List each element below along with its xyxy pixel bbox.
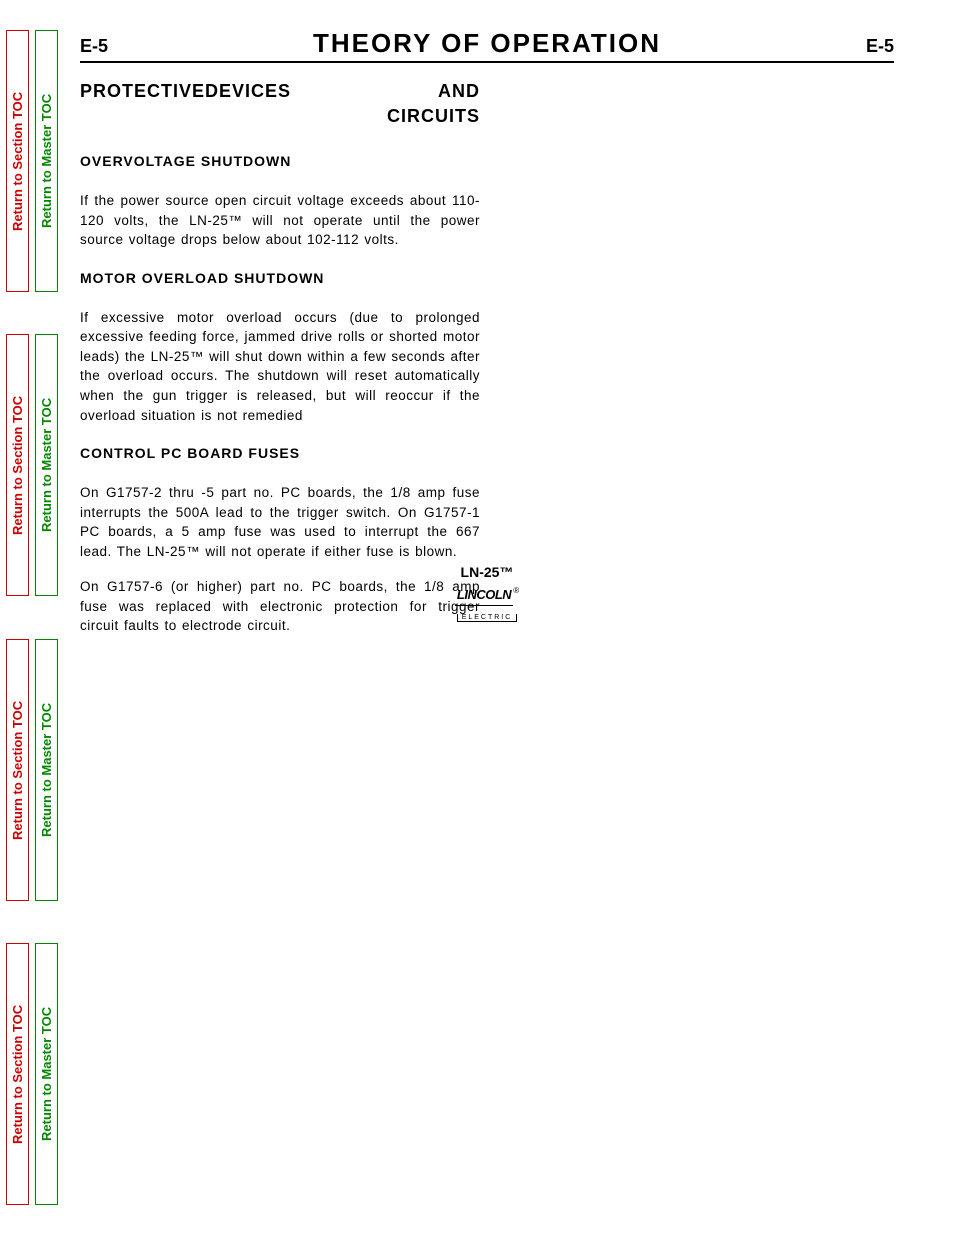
footer-model: LN-25™ — [80, 564, 894, 580]
page-body: E-5 THEORY OF OPERATION E-5 PROTECTIVE D… — [80, 28, 894, 652]
section-heading: OVERVOLTAGE SHUTDOWN — [80, 153, 480, 169]
return-section-toc-link[interactable]: Return to Section TOC — [6, 639, 29, 901]
body-paragraph: If the power source open circuit voltage… — [80, 191, 480, 250]
return-master-toc-link[interactable]: Return to Master TOC — [35, 334, 58, 596]
logo-bottom-text: ELECTRIC — [457, 614, 518, 622]
page-number-left: E-5 — [80, 36, 108, 57]
heading-word: AND — [438, 81, 480, 102]
return-master-toc-link[interactable]: Return to Master TOC — [35, 639, 58, 901]
section-heading: MOTOR OVERLOAD SHUTDOWN — [80, 270, 480, 286]
logo-top-text: LINCOLN — [457, 587, 511, 602]
return-section-toc-link[interactable]: Return to Section TOC — [6, 334, 29, 596]
page-header: E-5 THEORY OF OPERATION E-5 — [80, 28, 894, 63]
master-toc-column: Return to Master TOC Return to Master TO… — [35, 0, 58, 1235]
registered-mark: ® — [513, 586, 519, 595]
body-paragraph: If excessive motor overload occurs (due … — [80, 308, 480, 425]
return-master-toc-link[interactable]: Return to Master TOC — [35, 30, 58, 292]
heading-word: DEVICES — [205, 81, 291, 102]
content-column: PROTECTIVE DEVICES AND CIRCUITS OVERVOLT… — [80, 81, 480, 636]
heading-word: CIRCUITS — [387, 106, 480, 127]
main-heading-line2: CIRCUITS — [80, 106, 480, 127]
heading-word: PROTECTIVE — [80, 81, 205, 102]
section-toc-column: Return to Section TOC Return to Section … — [6, 0, 29, 1235]
return-section-toc-link[interactable]: Return to Section TOC — [6, 30, 29, 292]
section-heading: CONTROL PC BOARD FUSES — [80, 445, 480, 461]
page-footer: LN-25™ LINCOLN ® ELECTRIC — [80, 564, 894, 624]
body-paragraph: On G1757-2 thru -5 part no. PC boards, t… — [80, 483, 480, 561]
main-heading: PROTECTIVE DEVICES AND — [80, 81, 480, 102]
return-section-toc-link[interactable]: Return to Section TOC — [6, 943, 29, 1205]
lincoln-logo: LINCOLN ® ELECTRIC — [80, 586, 894, 624]
side-navigation-tabs: Return to Section TOC Return to Section … — [6, 0, 58, 1235]
return-master-toc-link[interactable]: Return to Master TOC — [35, 943, 58, 1205]
page-number-right: E-5 — [866, 36, 894, 57]
page-title: THEORY OF OPERATION — [313, 28, 661, 59]
